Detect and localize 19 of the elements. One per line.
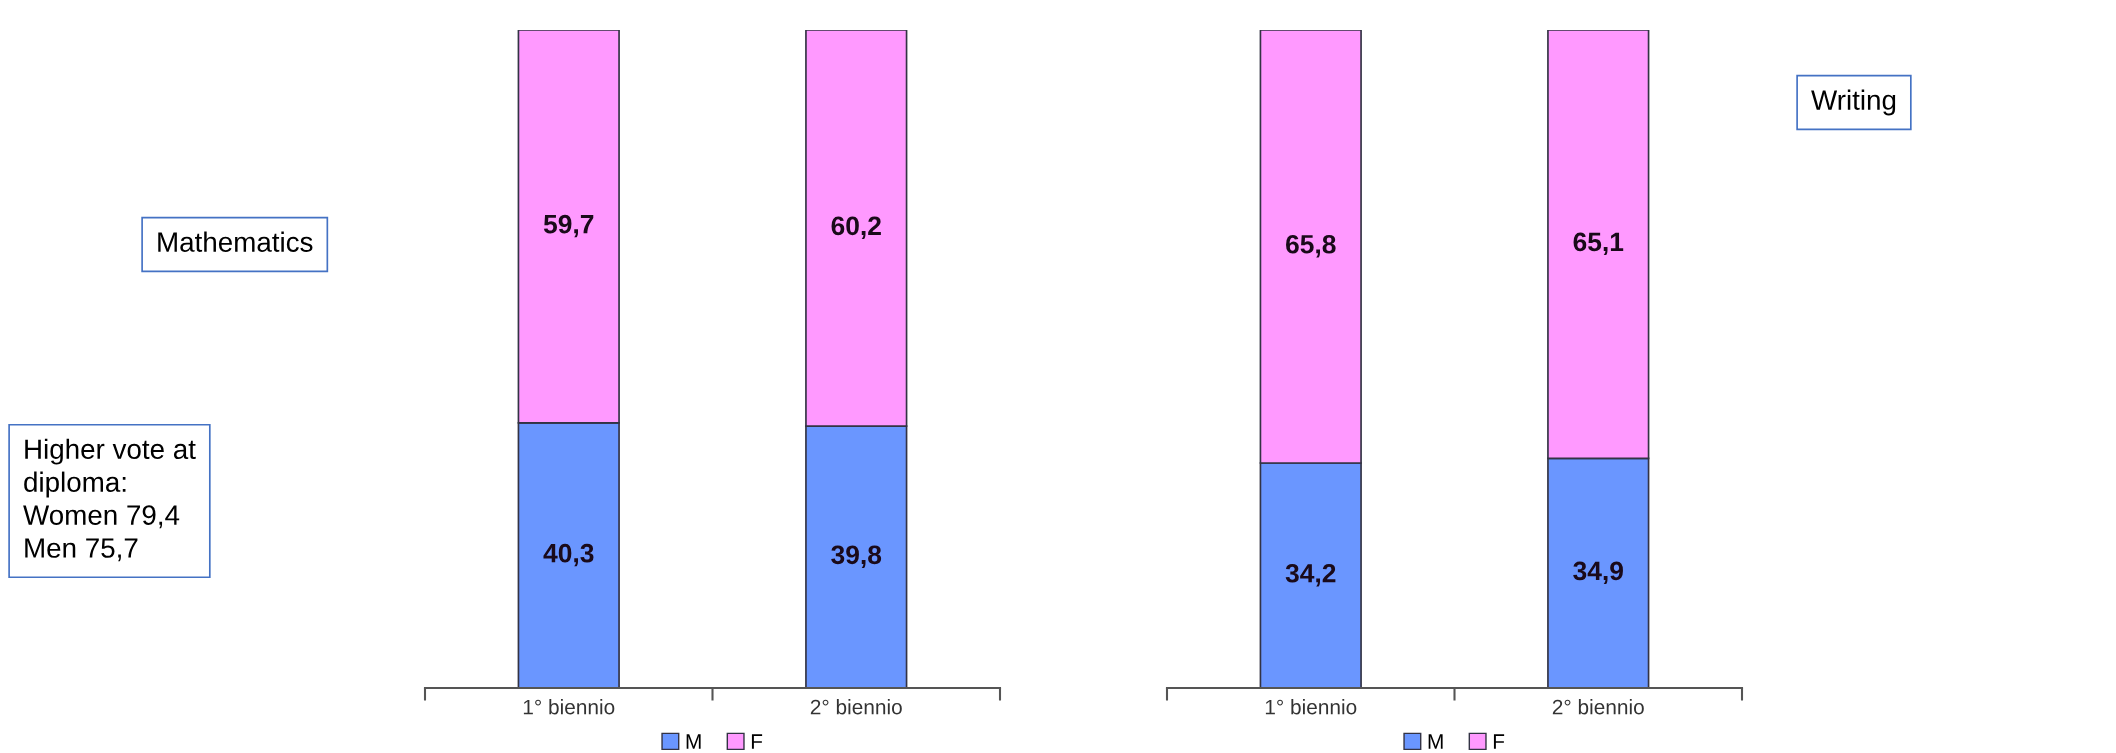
data-label: 39,8 <box>831 545 882 568</box>
data-label: 65,8 <box>1286 234 1336 258</box>
x-tick-label: 2° biennio <box>1552 699 1644 715</box>
data-label: 34,2 <box>1285 563 1336 587</box>
x-tick-label: 1° biennio <box>523 699 615 715</box>
data-label: 40,3 <box>543 543 594 567</box>
legend-label: F <box>1493 734 1505 749</box>
x-tick-label: 2° biennio <box>810 699 902 715</box>
data-label: 65,1 <box>1573 232 1624 256</box>
legend-label: F <box>751 734 763 749</box>
data-label: 60,2 <box>831 216 881 239</box>
legend-label: M <box>1428 734 1443 749</box>
data-label: 59,7 <box>543 214 594 238</box>
x-tick-label: 1° biennio <box>1265 699 1357 715</box>
legend-label: M <box>686 734 701 749</box>
text: Writing <box>1811 89 1896 116</box>
data-label: 34,9 <box>1573 561 1623 585</box>
text: Higher vote at diploma: Women 79,4 Men 75,7 <box>23 438 196 562</box>
text: Mathematics <box>158 231 313 252</box>
